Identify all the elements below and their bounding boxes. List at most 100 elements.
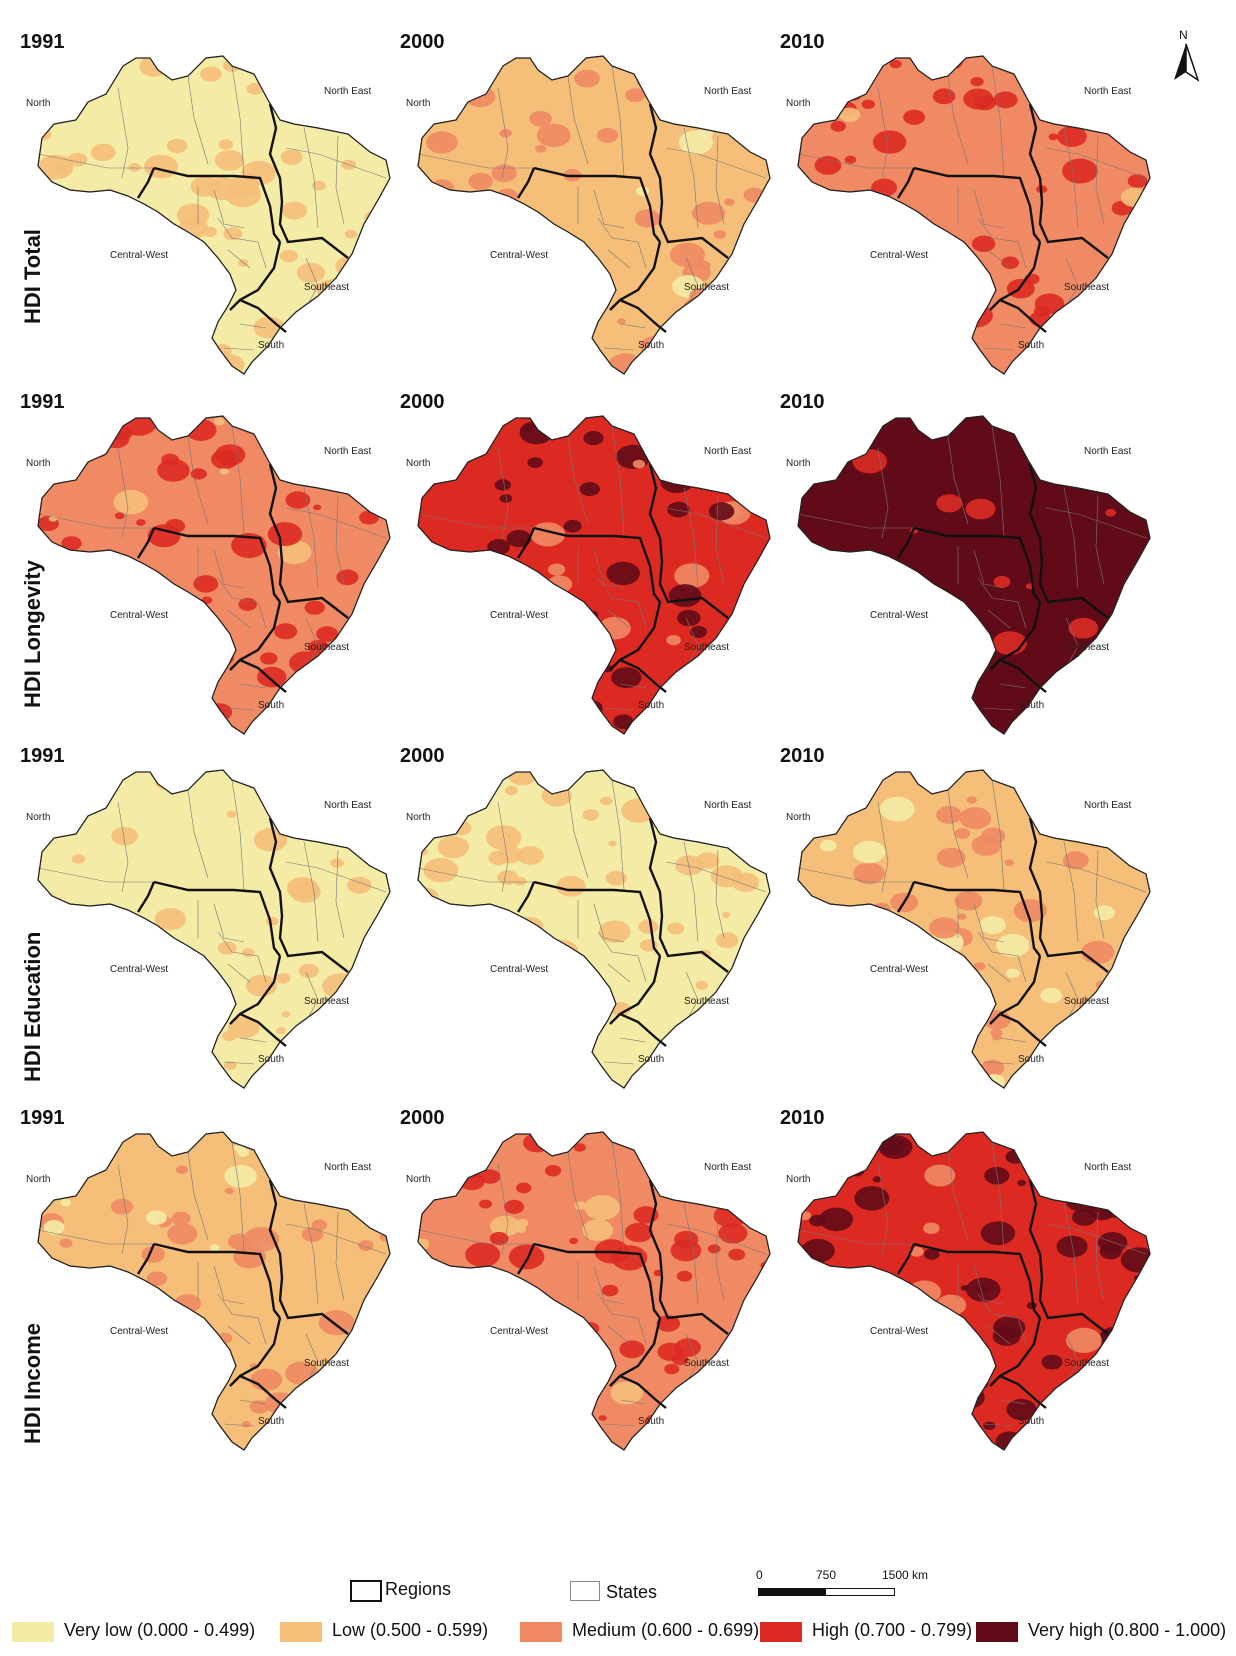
region-label: North East: [324, 1162, 371, 1173]
year-title: 1991: [20, 1107, 65, 1129]
choropleth-map: 1991 North North East Central-West Southeast…: [20, 745, 391, 1089]
region-label: South: [1018, 1416, 1044, 1427]
region-label: North: [406, 812, 430, 823]
legend-swatch: [976, 1622, 1018, 1642]
scale-tick: 1500 km: [882, 1568, 929, 1582]
region-label: North: [406, 458, 430, 469]
regions-swatch: [350, 1580, 382, 1602]
year-title: 2010: [780, 745, 825, 767]
legend-swatch: [520, 1622, 562, 1642]
choropleth-map: 2010 North North East Central-West Southeast…: [780, 1107, 1151, 1451]
region-label: North: [406, 1174, 430, 1185]
legend-label: Very low (0.000 - 0.499): [64, 1620, 256, 1640]
year-title: 1991: [20, 745, 65, 767]
region-label: Southeast: [304, 642, 349, 653]
region-label: Central-West: [110, 250, 168, 261]
region-label: North East: [704, 1162, 751, 1173]
region-label: Central-West: [490, 1326, 548, 1337]
region-label: South: [258, 700, 284, 711]
region-label: Southeast: [684, 642, 729, 653]
region-label: North East: [324, 800, 371, 811]
region-label: North East: [704, 86, 751, 97]
scale-bar: 0 750 1500 km: [756, 1568, 928, 1608]
row-label: HDI Longevity: [20, 559, 45, 708]
region-label: South: [1018, 340, 1044, 351]
region-label: Central-West: [110, 1326, 168, 1337]
legend-label: Medium (0.600 - 0.699): [572, 1620, 760, 1640]
region-label: North: [26, 1174, 50, 1185]
legend-label: High (0.700 - 0.799): [812, 1620, 973, 1640]
region-label: North East: [1084, 86, 1131, 97]
year-title: 2010: [780, 391, 825, 413]
choropleth-map: 1991 North North East Central-West Southeast…: [20, 31, 391, 375]
region-label: Central-West: [110, 610, 168, 621]
choropleth-map: 1991 North North East Central-West Southeast…: [20, 1107, 391, 1451]
year-title: 2010: [780, 1107, 825, 1129]
region-label: North East: [704, 800, 751, 811]
legend-label: Very high (0.800 - 1.000): [1028, 1620, 1227, 1640]
row-label: HDI Income: [20, 1323, 45, 1444]
choropleth-map: 2010 North North East Central-West Southeast…: [780, 31, 1151, 375]
region-label: North: [786, 812, 810, 823]
year-title: 2000: [400, 31, 445, 53]
region-label: North: [26, 812, 50, 823]
legend-swatch: [12, 1622, 54, 1642]
regions-label: Regions: [385, 1579, 452, 1599]
color-legend: Very low (0.000 - 0.499) Low (0.500 - 0.5…: [0, 1560, 1236, 1656]
region-label: North East: [704, 446, 751, 457]
choropleth-map: 2000 North North East Central-West Southeast…: [400, 1107, 771, 1451]
row-label: HDI Education: [20, 932, 45, 1082]
region-label: Southeast: [304, 996, 349, 1007]
region-label: Central-West: [490, 964, 548, 975]
region-label: North East: [1084, 446, 1131, 457]
region-label: South: [1018, 700, 1044, 711]
choropleth-map: 1991 North North East Central-West Southeast…: [20, 391, 391, 735]
states-label: States: [606, 1582, 658, 1602]
legend-swatch: [760, 1622, 802, 1642]
region-label: Central-West: [870, 1326, 928, 1337]
year-title: 2000: [400, 745, 445, 767]
region-label: South: [638, 700, 664, 711]
region-label: North East: [1084, 1162, 1131, 1173]
region-label: South: [638, 1416, 664, 1427]
region-label: North: [786, 1174, 810, 1185]
region-label: South: [258, 1054, 284, 1065]
choropleth-map: 2000 North North East Central-West Southeast…: [400, 31, 771, 375]
region-label: Southeast: [1064, 1358, 1109, 1369]
region-label: Central-West: [870, 610, 928, 621]
region-label: South: [258, 340, 284, 351]
region-label: Southeast: [684, 996, 729, 1007]
legend-swatch: [280, 1622, 322, 1642]
legend-label: Low (0.500 - 0.599): [332, 1620, 489, 1640]
scale-tick: 750: [816, 1568, 837, 1582]
region-label: Southeast: [304, 282, 349, 293]
region-label: North East: [324, 86, 371, 97]
choropleth-map: 2010 North North East Central-West Southeast…: [780, 745, 1151, 1089]
region-label: Central-West: [870, 250, 928, 261]
region-label: Southeast: [1064, 996, 1109, 1007]
year-title: 1991: [20, 31, 65, 53]
north-arrow-icon: N: [1170, 28, 1202, 88]
region-label: South: [638, 1054, 664, 1065]
region-label: Southeast: [684, 1358, 729, 1369]
year-title: 2000: [400, 391, 445, 413]
north-arrow-label: N: [1179, 28, 1188, 42]
region-label: Southeast: [1064, 642, 1109, 653]
region-label: Central-West: [870, 964, 928, 975]
region-label: South: [1018, 1054, 1044, 1065]
region-label: North: [786, 98, 810, 109]
states-swatch: [570, 1581, 600, 1601]
choropleth-map: 2010 North North East Central-West Southeast…: [780, 391, 1151, 735]
region-label: North East: [1084, 800, 1131, 811]
region-label: Central-West: [490, 250, 548, 261]
region-label: South: [258, 1416, 284, 1427]
region-label: North: [406, 98, 430, 109]
region-label: North: [26, 98, 50, 109]
year-title: 2010: [780, 31, 825, 53]
row-label: HDI Total: [20, 229, 45, 324]
region-label: Central-West: [490, 610, 548, 621]
scale-tick: 0: [756, 1568, 763, 1582]
choropleth-map: 2000 North North East Central-West Southeast…: [400, 745, 771, 1089]
year-title: 2000: [400, 1107, 445, 1129]
